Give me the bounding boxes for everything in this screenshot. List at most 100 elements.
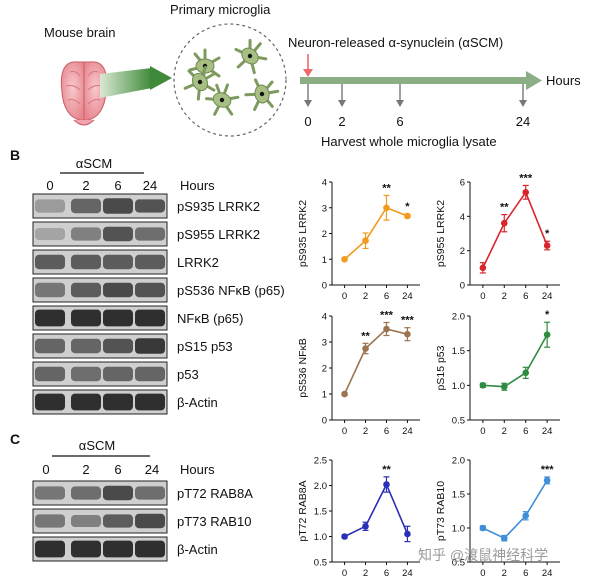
microglia-cells xyxy=(183,38,280,116)
chart-y-tick-label: 1 xyxy=(322,255,327,266)
blot-row: pS955 LRRK2 xyxy=(32,221,260,247)
chart-x-tick-label: 2 xyxy=(502,291,507,302)
chart-x-tick-label: 0 xyxy=(480,426,485,437)
chart-y-tick-label: 0 xyxy=(322,416,327,427)
blot-band xyxy=(71,486,101,500)
chart-point xyxy=(404,330,411,338)
blot-label: β-Actin xyxy=(177,542,218,557)
chart-point xyxy=(500,383,508,391)
blot-row: p53 xyxy=(32,361,199,387)
chart-point xyxy=(500,534,508,542)
chart-point xyxy=(383,325,390,333)
chart-point xyxy=(404,530,411,538)
chart-x-tick-label: 0 xyxy=(480,291,485,302)
chart-point xyxy=(341,255,348,263)
chart-point xyxy=(522,369,530,377)
blot-band xyxy=(103,254,133,270)
microglia-cell xyxy=(234,38,268,75)
blot-band xyxy=(103,309,133,327)
blot-band xyxy=(135,366,165,382)
blot-band xyxy=(35,282,65,298)
chart-x-tick-label: 0 xyxy=(480,568,485,579)
lane-label: 6 xyxy=(114,462,121,477)
panel-c: C αSCM 0 2 6 24 Hours pT72 RAB8A pT73 RAB10 β… xyxy=(10,431,253,562)
chart-y-tick-label: 2 xyxy=(322,229,327,240)
blot-band xyxy=(35,366,65,382)
chart-y-tick-label: 4 xyxy=(322,178,327,189)
chart-significance: *** xyxy=(519,172,533,184)
chart-point xyxy=(543,331,551,339)
chart-x-tick-label: 6 xyxy=(384,568,389,579)
timeline-tick-label: 24 xyxy=(516,114,530,129)
lane-label: 2 xyxy=(82,178,89,193)
chart-y-label: pS955 LRRK2 xyxy=(435,200,447,267)
chart-point xyxy=(383,481,390,488)
chart-x-tick-label: 6 xyxy=(523,426,528,437)
panel-b: B αSCM 0 2 6 24 Hours pS935 LRRK2 pS955 LRRK… xyxy=(10,147,285,415)
blot-band xyxy=(103,514,133,528)
transfer-beam xyxy=(100,68,152,98)
chart-significance: * xyxy=(405,201,410,213)
culture-dish xyxy=(173,23,287,137)
chart-series-line xyxy=(482,479,548,540)
chart-y-tick-label: 1.5 xyxy=(452,346,465,357)
blot-label: NFκB (p65) xyxy=(177,311,243,326)
blot-row: pS536 NFκB (p65) xyxy=(32,277,285,303)
blot-row: NFκB (p65) xyxy=(32,305,243,331)
blot-band xyxy=(71,393,101,411)
timeline-arrowhead xyxy=(526,71,542,90)
blot-band xyxy=(135,254,165,270)
blot-label: pT73 RAB10 xyxy=(177,514,251,529)
blot-row: pT72 RAB8A xyxy=(32,480,253,506)
panel-b-lane-labels: 0 2 6 24 xyxy=(46,178,157,193)
blot-band xyxy=(103,540,133,558)
chart-x-tick-label: 2 xyxy=(363,291,368,302)
blot-band xyxy=(135,393,165,411)
chart-y-label: pT72 RAB8A xyxy=(297,480,309,541)
chart-y-label: pS15 p53 xyxy=(435,345,447,390)
blot-band xyxy=(35,393,65,411)
chart-x-tick-label: 2 xyxy=(363,568,368,579)
blot-band xyxy=(135,540,165,558)
panel-b-treatment: αSCM xyxy=(76,156,112,171)
timeline-unit: Hours xyxy=(546,73,581,88)
blot-band xyxy=(35,199,65,213)
blot-band xyxy=(71,338,101,354)
chart-point xyxy=(479,524,487,532)
blot-band xyxy=(135,227,165,241)
microglia-cell xyxy=(183,65,216,101)
chart-y-tick-label: 0.5 xyxy=(452,558,465,569)
chart-point xyxy=(362,237,369,245)
chart-y-tick-label: 1 xyxy=(322,390,327,401)
chart-x-tick-label: 24 xyxy=(402,426,413,437)
microglia-cell xyxy=(205,83,240,116)
chart-y-tick-label: 0.5 xyxy=(314,558,327,569)
chart-y-label: pT73 RAB10 xyxy=(435,481,447,541)
blot-row: β-Actin xyxy=(32,536,218,562)
blot-label: pS935 LRRK2 xyxy=(177,199,260,214)
chart-y-tick-label: 1.5 xyxy=(452,490,465,501)
blot-band xyxy=(71,198,101,214)
lane-label: 2 xyxy=(82,462,89,477)
blot-band xyxy=(35,486,65,500)
panel-c-lane-labels: 0 2 6 24 xyxy=(42,462,159,477)
blot-band xyxy=(71,227,101,241)
blot-band xyxy=(135,309,165,327)
blot-band xyxy=(135,486,165,500)
chart-series-line xyxy=(344,206,408,260)
chart-y-tick-label: 3 xyxy=(322,338,327,349)
chart-series-line xyxy=(482,190,548,269)
chart-x-tick-label: 0 xyxy=(342,426,347,437)
chart-y-tick-label: 2.5 xyxy=(314,456,327,467)
timeline-tick-arrowhead xyxy=(396,100,404,107)
blot-band xyxy=(35,540,65,558)
lane-label: 0 xyxy=(46,178,53,193)
chart-point xyxy=(404,212,411,220)
panel-a: Mouse brain Primary microglia Neuron-rel… xyxy=(44,2,581,149)
panel-b-time-unit: Hours xyxy=(180,178,215,193)
chart: 0.5 1.0 1.5 2.0 2.5 0 2 6 24 pT72 RAB8A ** xyxy=(297,456,420,579)
chart-y-label: pS935 LRRK2 xyxy=(297,200,309,267)
